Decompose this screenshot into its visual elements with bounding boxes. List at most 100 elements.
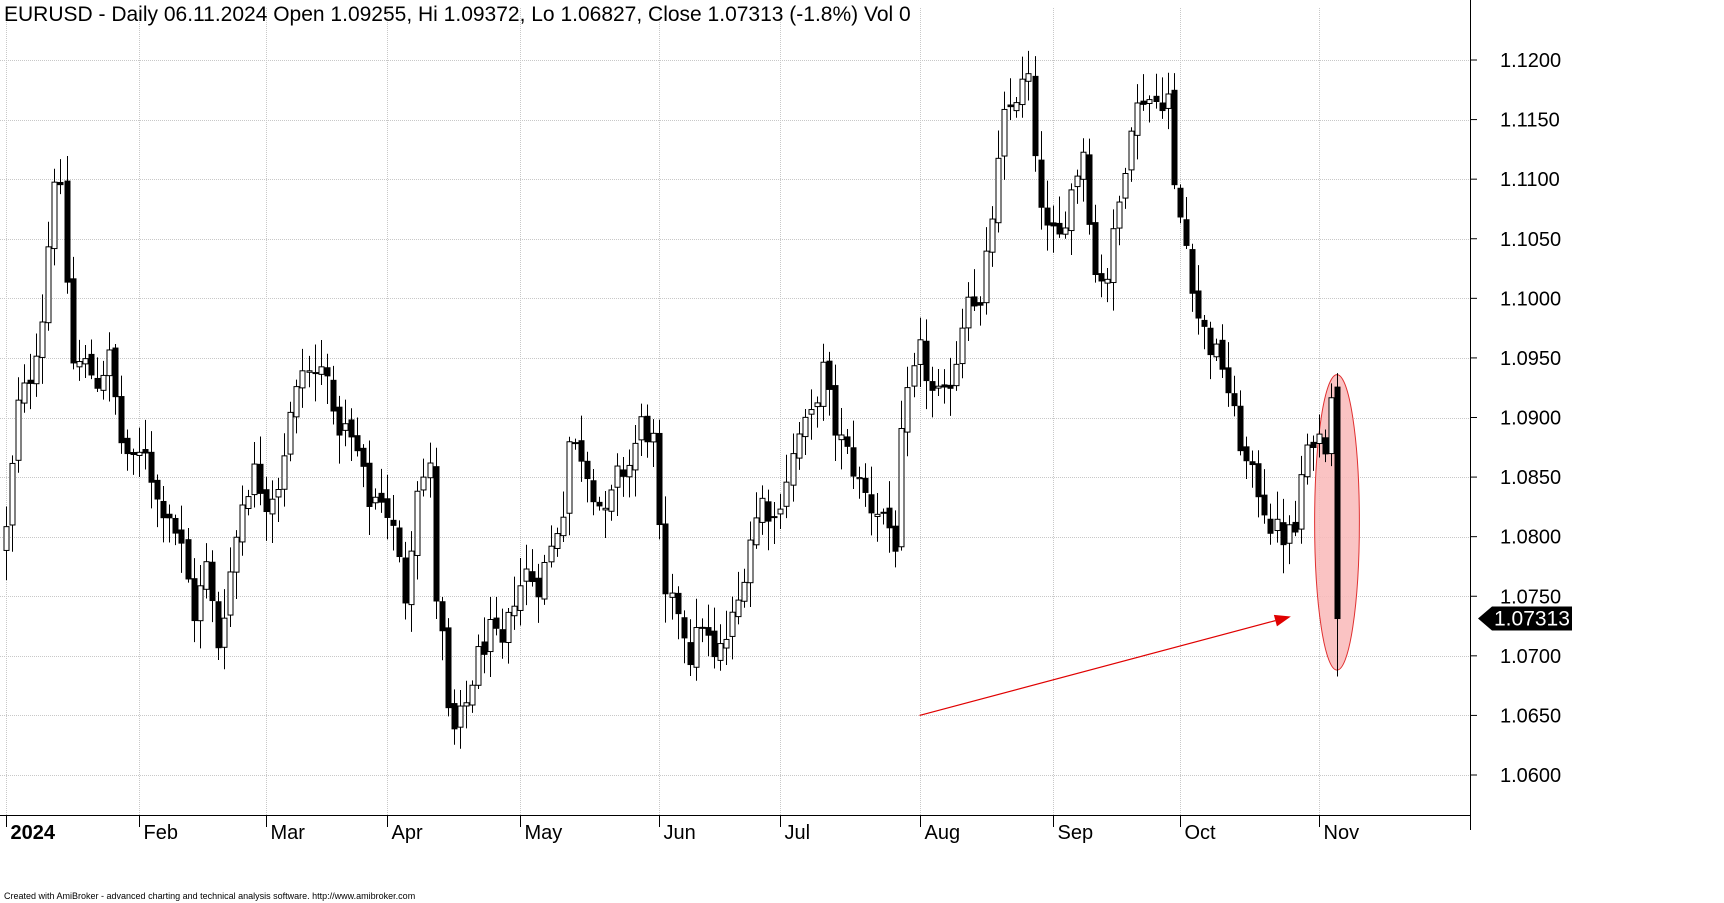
- candle: [1195, 265, 1202, 335]
- candle: [1261, 469, 1268, 524]
- candle-body-up: [469, 684, 476, 706]
- candle: [215, 591, 222, 660]
- candle-body-down: [850, 447, 857, 477]
- y-tick-label: 1.0850: [1500, 467, 1561, 489]
- candle: [638, 403, 645, 456]
- candle: [729, 596, 736, 660]
- candle: [650, 419, 657, 468]
- candle-body-down: [1056, 222, 1063, 235]
- candle-body-down: [1177, 187, 1184, 218]
- candle-body-down: [1195, 290, 1202, 319]
- candle: [1128, 127, 1135, 182]
- candle: [965, 282, 972, 342]
- candle-body-down: [681, 617, 688, 639]
- candle-body-down: [584, 460, 591, 480]
- candle-body-up: [1134, 102, 1141, 136]
- candle-body-down: [402, 557, 409, 604]
- candle: [70, 256, 77, 370]
- candle-body-down: [324, 367, 331, 377]
- candle-body-down: [451, 703, 458, 730]
- candle-body-up: [1068, 189, 1075, 232]
- candle-body-down: [1243, 446, 1250, 462]
- candle: [1116, 195, 1123, 246]
- candle: [596, 496, 603, 511]
- candle: [529, 549, 536, 587]
- y-tick-label: 1.0700: [1500, 646, 1561, 668]
- candle: [197, 565, 204, 649]
- candle: [487, 597, 494, 677]
- candle: [51, 168, 58, 266]
- candle: [578, 415, 585, 482]
- candle-body-up: [783, 481, 790, 507]
- candle-body-up: [517, 585, 524, 611]
- candle: [898, 400, 905, 551]
- candle: [166, 504, 173, 543]
- candle-body-down: [1189, 249, 1196, 294]
- candle-body-up: [408, 550, 415, 606]
- candle-body-down: [433, 466, 440, 602]
- candle: [1213, 338, 1220, 361]
- candle: [1298, 455, 1305, 544]
- candle: [209, 550, 216, 623]
- candle: [959, 308, 966, 379]
- candle: [923, 319, 930, 410]
- candle: [185, 528, 192, 583]
- candle-body-up: [372, 496, 379, 504]
- candle: [1316, 414, 1323, 458]
- candle-body-down: [64, 180, 71, 283]
- candle-body-down: [330, 379, 337, 412]
- candle: [269, 480, 276, 544]
- candle: [911, 352, 918, 398]
- candle: [1062, 211, 1069, 239]
- candle-body-up: [1025, 73, 1032, 82]
- candle: [1201, 315, 1208, 350]
- candle-body-down: [662, 523, 669, 595]
- candle: [820, 343, 827, 421]
- x-tick-label: Feb: [144, 822, 178, 844]
- candle: [76, 339, 83, 381]
- candle-body-up: [911, 365, 918, 387]
- candle-body-down: [844, 436, 851, 447]
- candle: [723, 610, 730, 666]
- candle-body-up: [1328, 397, 1335, 455]
- candle-body-down: [160, 500, 167, 519]
- candle: [874, 493, 881, 542]
- candle: [469, 680, 476, 713]
- candle-body-up: [457, 705, 464, 728]
- candle: [1068, 183, 1075, 256]
- candle: [880, 508, 887, 525]
- candle-body-down: [439, 601, 446, 632]
- last-price-tag: 1.07313: [1478, 606, 1572, 631]
- candle-body-down: [832, 385, 839, 436]
- candle-body-down: [1092, 222, 1099, 275]
- candle: [172, 514, 179, 546]
- candle-body-up: [21, 382, 28, 404]
- candle-body-up: [227, 571, 234, 616]
- candle: [451, 689, 458, 745]
- candle-body-up: [747, 539, 754, 584]
- candle: [1140, 74, 1147, 111]
- candle-body-up: [735, 599, 742, 618]
- candle: [257, 436, 264, 506]
- y-tick-label: 1.1200: [1500, 50, 1561, 72]
- candle: [759, 485, 766, 535]
- candle-body-down: [705, 627, 712, 636]
- candle: [662, 496, 669, 623]
- candle-body-up: [935, 385, 942, 389]
- candle: [802, 409, 809, 456]
- candle-body-down: [1334, 386, 1341, 620]
- candle-body-up: [717, 643, 724, 661]
- candle-body-up: [753, 517, 760, 546]
- candle-body-up: [427, 462, 434, 479]
- candle: [1255, 450, 1262, 518]
- candle-body-down: [70, 278, 77, 364]
- candle: [306, 355, 313, 388]
- candle-body-up: [281, 455, 288, 490]
- candle-body-up: [898, 428, 905, 548]
- candle: [1237, 390, 1244, 456]
- candle-body-down: [148, 451, 155, 483]
- footer-credit: Created with AmiBroker - advanced charti…: [4, 891, 415, 901]
- candle: [554, 527, 561, 557]
